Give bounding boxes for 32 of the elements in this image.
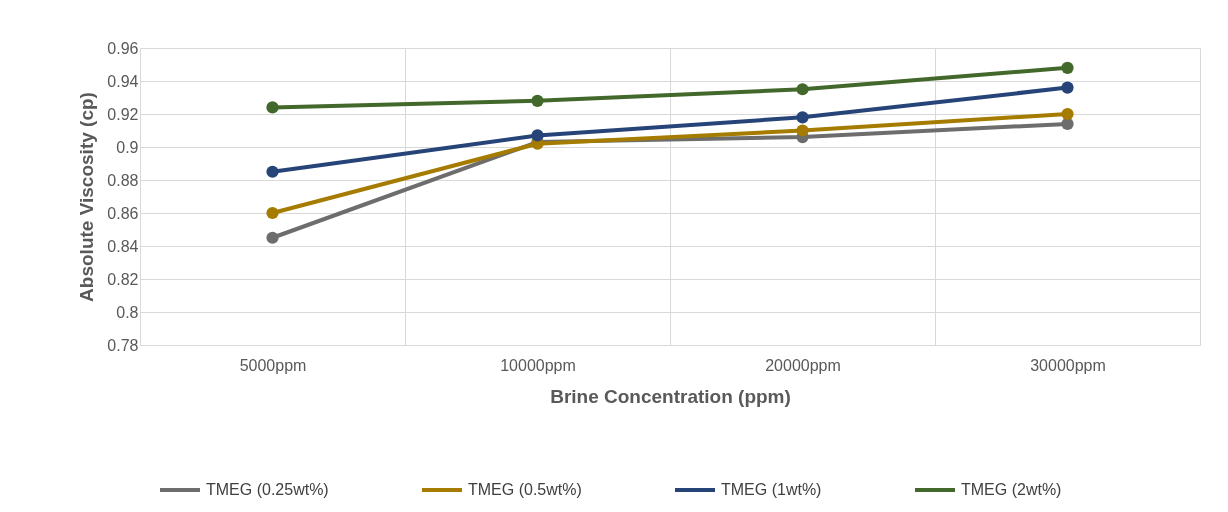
x-tick-label: 20000ppm xyxy=(765,356,841,374)
legend-label: TMEG (1wt%) xyxy=(721,481,822,498)
x-tick-label: 5000ppm xyxy=(239,356,307,374)
point xyxy=(796,83,809,96)
y-tick-label: 0.9 xyxy=(116,138,139,156)
y-tick-label: 0.96 xyxy=(107,39,139,57)
point xyxy=(266,206,279,220)
y-tick-label: 0.84 xyxy=(107,237,139,255)
point xyxy=(1061,61,1074,74)
point xyxy=(1061,107,1074,121)
x-tick-label: 10000ppm xyxy=(500,356,576,374)
y-tick-label: 0.82 xyxy=(107,270,139,288)
y-tick-label: 0.78 xyxy=(107,336,139,354)
point xyxy=(796,111,809,124)
point xyxy=(266,165,279,178)
legend-label: TMEG (0.25wt%) xyxy=(206,481,329,498)
y-tick-label: 0.92 xyxy=(107,105,139,123)
point xyxy=(531,94,544,107)
y-tick-label: 0.94 xyxy=(107,72,139,90)
legend-label: TMEG (0.5wt%) xyxy=(468,481,582,498)
y-tick-label: 0.8 xyxy=(116,303,139,321)
y-tick-label: 0.86 xyxy=(107,204,139,222)
point xyxy=(796,124,809,137)
y-tick-label: 0.88 xyxy=(107,171,139,189)
point xyxy=(266,231,279,244)
legend-label: TMEG (2wt%) xyxy=(961,481,1062,498)
x-axis-title: Brine Concentration (ppm) xyxy=(550,385,791,407)
point xyxy=(266,101,279,114)
point xyxy=(1061,81,1074,94)
point xyxy=(531,129,544,142)
x-tick-label: 30000ppm xyxy=(1030,356,1106,374)
y-axis-title: Absolute Viscosity (cp) xyxy=(76,92,98,302)
